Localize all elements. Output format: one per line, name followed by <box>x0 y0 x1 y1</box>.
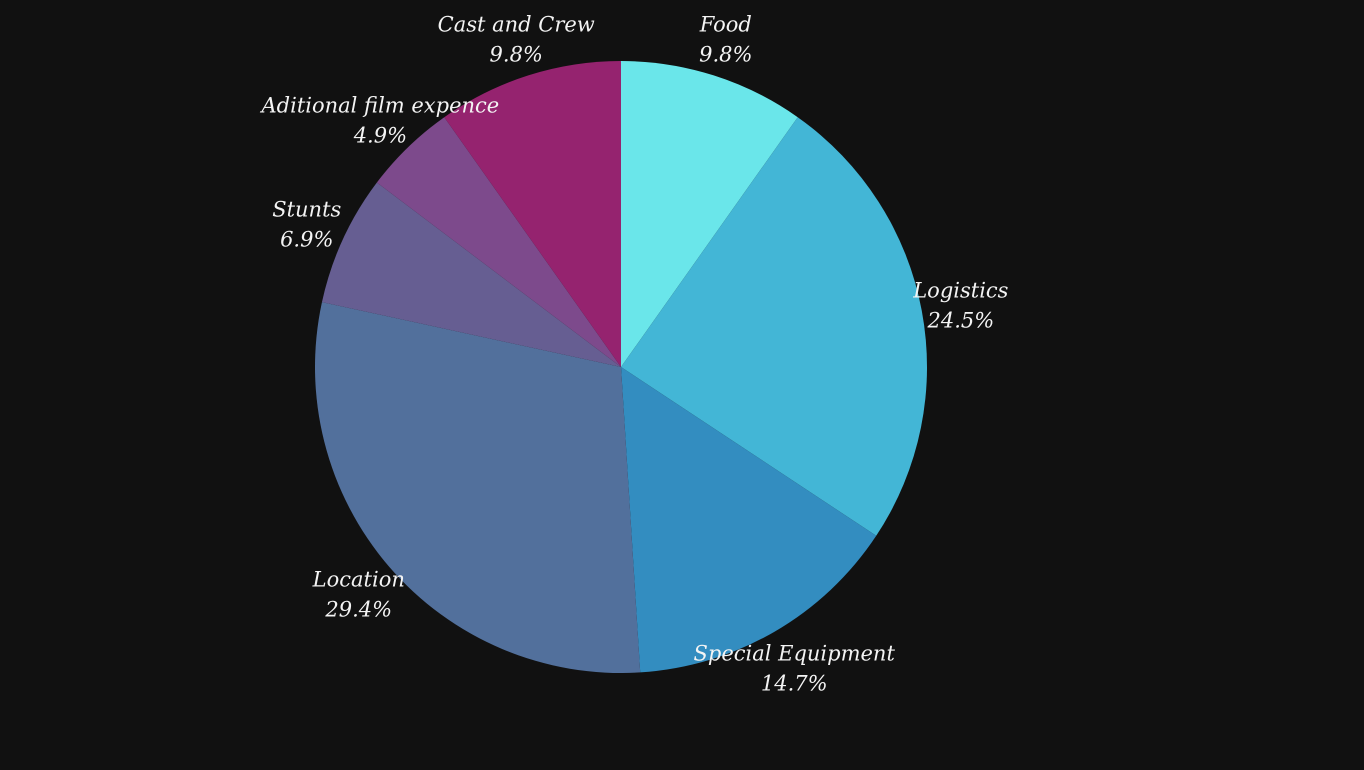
pie-slices <box>315 61 927 673</box>
pie-slice-logistics <box>621 117 927 536</box>
pie-labels: Food 9.8% Logistics 24.5% Special Equipment 1… <box>260 12 1009 695</box>
pie-slice-special-equipment <box>621 367 877 673</box>
slice-percent-label: 9.8% <box>490 42 543 66</box>
slice-percent-label: 6.9% <box>280 228 333 252</box>
slice-label-stunts: Stunts 6.9% <box>272 198 341 252</box>
slice-label-food: Food 9.8% <box>699 12 753 66</box>
slice-percent-label: 9.8% <box>699 42 752 66</box>
slice-category-label: Aditional film expence <box>260 94 500 118</box>
slice-label-special-equipment: Special Equipment 14.7% <box>693 641 895 695</box>
pie-slice-stunts <box>321 182 621 367</box>
slice-label-logistics: Logistics 24.5% <box>912 278 1008 332</box>
pie-slice-food <box>621 61 798 367</box>
slice-category-label: Stunts <box>272 198 341 222</box>
pie-slice-location <box>315 302 641 673</box>
slice-category-label: Location <box>312 567 405 591</box>
slice-label-location: Location 29.4% <box>312 567 405 621</box>
slice-category-label: Food <box>699 12 752 36</box>
pie-slice-cast-and-crew <box>444 61 621 367</box>
slice-category-label: Cast and Crew <box>438 12 595 36</box>
slice-category-label: Logistics <box>912 278 1008 302</box>
slice-percent-label: 29.4% <box>324 597 392 621</box>
slice-percent-label: 4.9% <box>353 124 407 148</box>
slice-percent-label: 14.7% <box>761 671 828 695</box>
pie-slice-aditional-film-expence <box>376 117 621 367</box>
slice-category-label: Special Equipment <box>693 641 895 665</box>
slice-label-aditional-film-expence: Aditional film expence 4.9% <box>260 94 500 148</box>
slice-percent-label: 24.5% <box>926 308 994 332</box>
slice-label-cast-and-crew: Cast and Crew 9.8% <box>438 12 595 66</box>
